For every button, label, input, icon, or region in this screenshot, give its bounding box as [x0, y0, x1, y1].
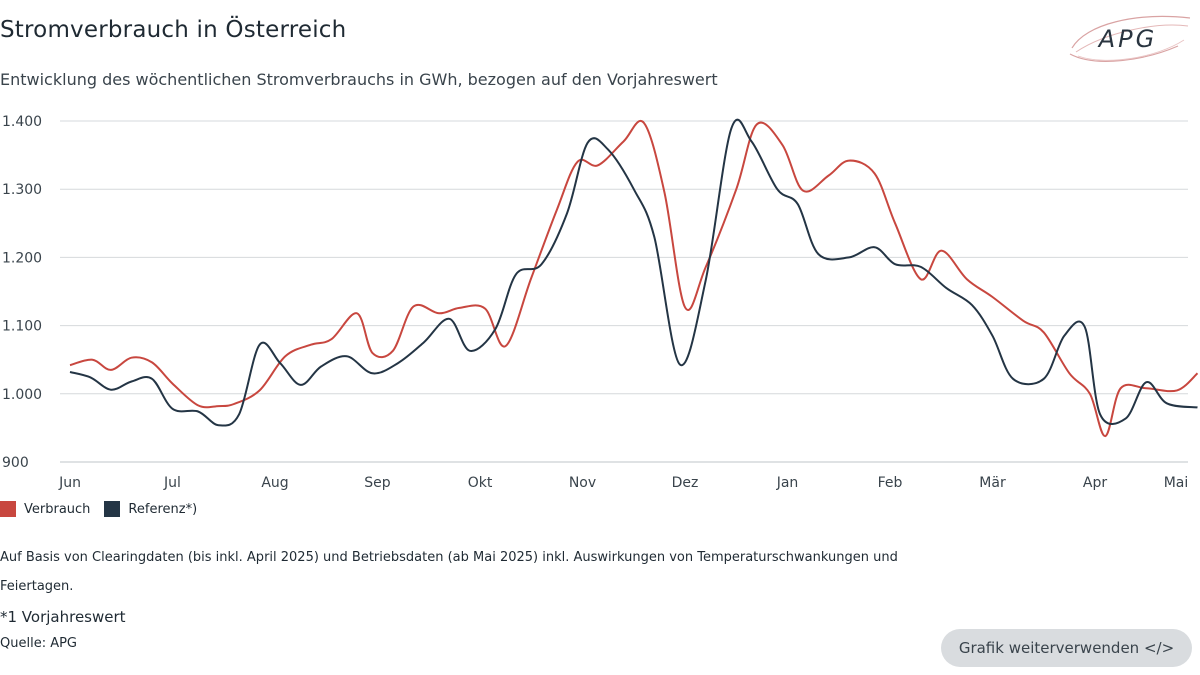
y-tick-label: 1.300 [2, 182, 42, 198]
x-axis-ticks: Jun Jul Aug Sep Okt Nov Dez Jan Feb Mär Apr Mai [58, 475, 1188, 491]
legend-label-verbrauch: Verbrauch [24, 501, 91, 517]
y-tick-label: 1.400 [2, 114, 42, 130]
y-tick-label: 1.200 [2, 250, 42, 266]
apg-logo: APG [1066, 10, 1196, 66]
series-lines [69, 118, 1199, 438]
y-tick-label: 1.000 [2, 387, 42, 403]
logo-text: APG [1097, 25, 1158, 53]
chart-title: Stromverbrauch in Österreich [0, 17, 347, 43]
logo-swirl-low [1077, 39, 1185, 61]
legend-label-referenz: Referenz*) [128, 501, 198, 517]
series-line-referenz[interactable] [69, 118, 1198, 427]
footnote: *1 Vorjahreswert [0, 608, 126, 626]
x-tick-label: Jul [163, 475, 181, 491]
logo-swirl-top [1071, 15, 1191, 49]
x-tick-label: Feb [878, 475, 903, 491]
logo-swirl-bottom [1069, 45, 1179, 62]
legend-item-verbrauch[interactable]: Verbrauch [0, 501, 90, 517]
x-tick-label: Okt [468, 475, 493, 491]
line-chart: 900 1.000 1.100 1.200 1.300 1.400 Jun Jul Aug Se… [2, 114, 1199, 491]
y-tick-label: 900 [2, 455, 29, 471]
x-tick-label: Jun [58, 475, 81, 491]
x-tick-label: Jan [776, 475, 799, 491]
legend-item-referenz[interactable]: Referenz*) [104, 501, 197, 517]
logo-swirl-mid [1075, 24, 1189, 53]
source-label: Quelle: APG [0, 636, 78, 651]
legend: Verbrauch Referenz*) [0, 501, 211, 517]
series-line-verbrauch[interactable] [69, 120, 1199, 438]
x-tick-label: Aug [261, 475, 288, 491]
x-tick-label: Apr [1083, 475, 1107, 491]
x-tick-label: Mai [1164, 475, 1189, 491]
x-tick-label: Nov [569, 475, 596, 491]
legend-swatch-verbrauch [0, 501, 16, 517]
legend-swatch-referenz [104, 501, 121, 517]
data-basis-note: Auf Basis von Clearingdaten (bis inkl. A… [0, 550, 898, 594]
y-tick-label: 1.100 [2, 319, 42, 335]
x-tick-label: Dez [672, 475, 699, 491]
x-tick-label: Sep [364, 475, 391, 491]
y-axis-ticks: 900 1.000 1.100 1.200 1.300 1.400 [2, 114, 42, 471]
grid [60, 120, 1188, 463]
x-tick-label: Mär [979, 475, 1006, 491]
chart-subtitle: Entwicklung des wöchentlichen Stromverbr… [0, 70, 718, 89]
reuse-graphic-button[interactable]: Grafik weiterverwenden </> [941, 629, 1192, 667]
